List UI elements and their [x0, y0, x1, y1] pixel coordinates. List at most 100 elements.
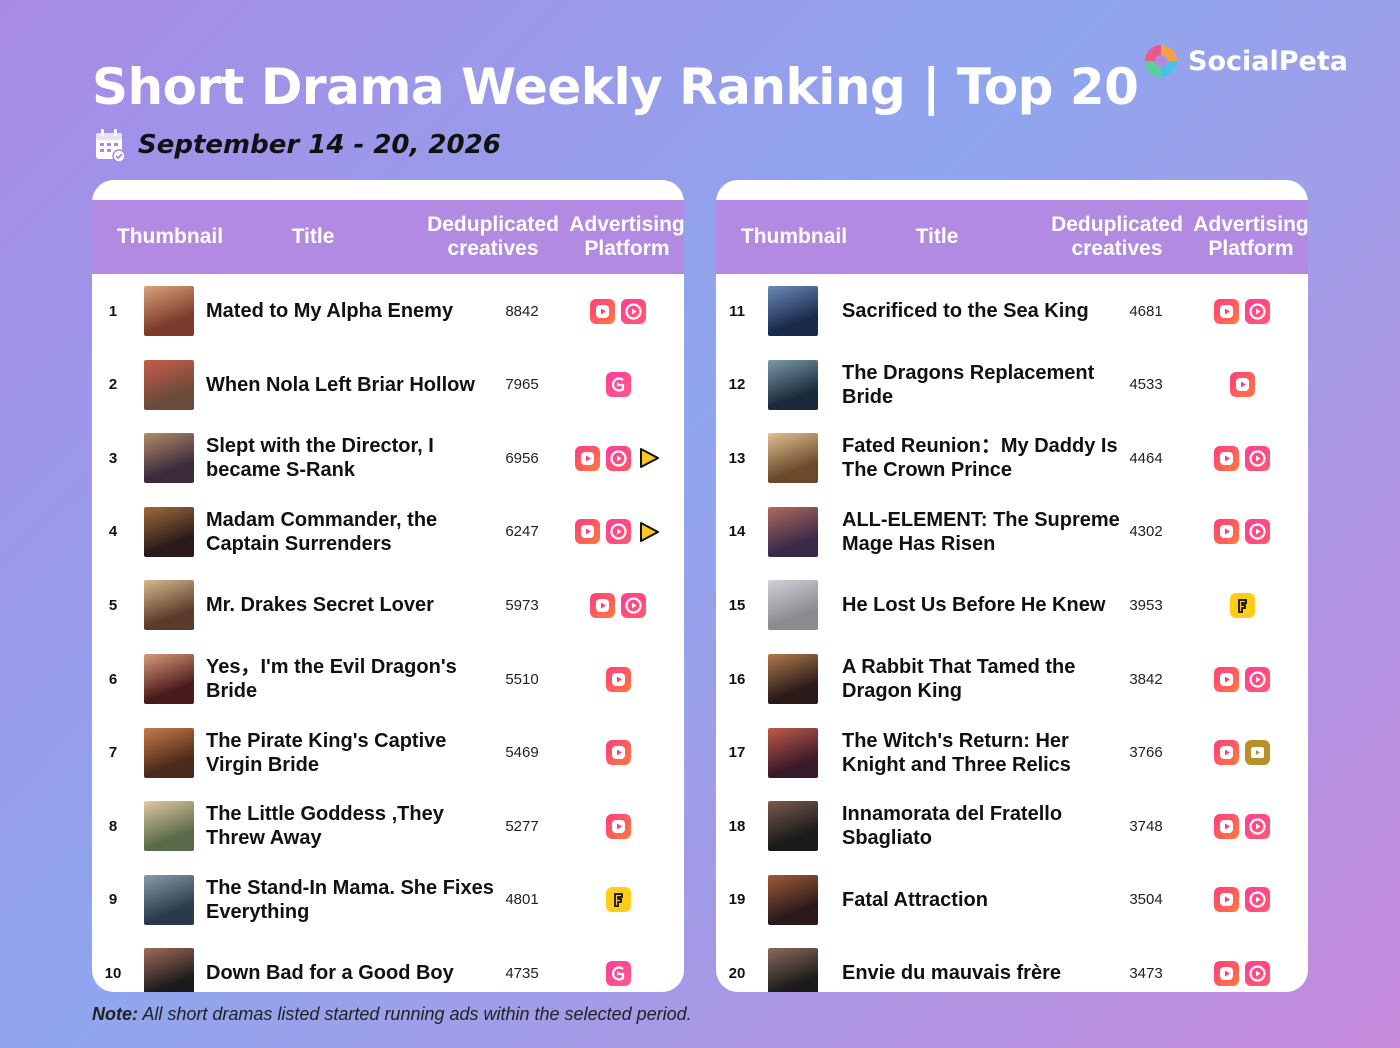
creative-count: 4735	[505, 964, 539, 982]
rank-number: 2	[108, 376, 118, 394]
circle-platform-icon	[605, 519, 631, 545]
drama-thumbnail	[768, 286, 818, 336]
date-range: September 14 - 20, 2026	[94, 128, 501, 162]
drama-thumbnail	[768, 433, 818, 484]
table-row: 9 The Stand-In Mama. She Fixes Everything…	[92, 863, 684, 937]
play-platform-icon	[605, 740, 631, 766]
platform-icons	[1184, 568, 1300, 642]
platform-icons	[560, 348, 676, 422]
calendar-icon	[96, 129, 126, 162]
drama-title: Down Bad for a Good Boy	[206, 962, 454, 985]
note-text: All short dramas listed started running …	[142, 1004, 692, 1024]
creative-count: 3748	[1129, 817, 1163, 835]
rank-number: 4	[108, 523, 118, 541]
platform-icons	[1184, 348, 1300, 422]
table-row: 17 The Witch's Return: Her Knight and Thr…	[716, 716, 1308, 790]
rank-number: 7	[108, 744, 118, 762]
table-row: 3 Slept with the Director, I became S-Ran…	[92, 421, 684, 495]
play-platform-icon	[574, 445, 600, 471]
footnote: Note: All short dramas listed started ru…	[92, 1004, 692, 1025]
platform-icons	[1184, 936, 1300, 992]
col-advertising-platform: Advertising Platform	[1193, 213, 1308, 260]
col-deduplicated-creatives: Deduplicated creatives	[427, 213, 559, 260]
table-header: Thumbnail Title Deduplicated creatives Ad…	[716, 200, 1308, 274]
circle-platform-icon	[1245, 813, 1270, 839]
drama-thumbnail	[768, 654, 818, 704]
g-platform-icon	[605, 372, 631, 398]
drama-title: He Lost Us Before He Knew	[842, 594, 1106, 617]
yellow-play-platform-icon	[637, 519, 662, 544]
circle-platform-icon	[621, 298, 646, 324]
platform-icons	[560, 421, 676, 495]
creative-count: 5469	[505, 744, 539, 762]
platform-icons	[560, 863, 676, 937]
col-advertising-platform: Advertising Platform	[569, 213, 684, 260]
drama-title: The Witch's Return: Her Knight and Three…	[842, 729, 1071, 776]
table-row: 10 Down Bad for a Good Boy 4735	[92, 936, 684, 992]
play-platform-icon	[1214, 960, 1239, 986]
rank-number: 19	[728, 891, 746, 909]
play-platform-icon	[605, 666, 631, 692]
drama-title: Mated to My Alpha Enemy	[206, 300, 454, 322]
drama-thumbnail	[768, 580, 818, 631]
rank-number: 6	[108, 670, 118, 688]
drama-thumbnail	[768, 727, 818, 778]
play-platform-icon	[1214, 813, 1239, 839]
play-platform-icon	[590, 298, 615, 324]
rank-number: 13	[728, 449, 746, 467]
creative-count: 3766	[1129, 744, 1163, 762]
col-title: Title	[291, 225, 335, 248]
platform-icons	[1184, 495, 1300, 569]
rank-number: 15	[728, 596, 746, 614]
drama-title: ALL-ELEMENT: The Supreme Mage Has Risen	[842, 508, 1120, 555]
rank-number: 20	[728, 964, 746, 982]
date-text: September 14 - 20, 2026	[138, 130, 501, 160]
table-row: 20 Envie du mauvais frère 3473	[716, 936, 1308, 992]
platform-icons	[560, 495, 676, 569]
creative-count: 3842	[1129, 670, 1163, 688]
drama-thumbnail	[144, 359, 194, 410]
yellow-play-platform-icon	[637, 446, 662, 471]
drama-thumbnail	[144, 433, 194, 484]
drama-title: When Nola Left Briar Hollow	[206, 373, 475, 396]
drama-title: The Little Goddess ,They Threw Away	[206, 803, 444, 850]
play-platform-icon	[1214, 740, 1239, 766]
creative-count: 3473	[1129, 964, 1163, 982]
creative-count: 3504	[1129, 891, 1163, 909]
platform-icons	[1184, 274, 1300, 348]
platform-icons	[1184, 789, 1300, 863]
platform-icons	[560, 568, 676, 642]
drama-title: Envie du mauvais frère	[842, 962, 1061, 985]
drama-title: Mr. Drakes Secret Lover	[206, 594, 434, 617]
circle-platform-icon	[1245, 666, 1270, 692]
play-platform-icon	[1214, 445, 1239, 471]
col-deduplicated-creatives: Deduplicated creatives	[1051, 213, 1183, 260]
platform-icons	[560, 789, 676, 863]
table-row: 6 Yes，I'm the Evil Dragon's Bride 5510	[92, 642, 684, 716]
creative-count: 4302	[1129, 523, 1163, 541]
table-row: 12 The Dragons Replacement Bride 4533	[716, 348, 1308, 422]
circle-platform-icon	[621, 592, 646, 618]
col-thumbnail: Thumbnail	[740, 225, 848, 248]
creative-count: 3953	[1129, 596, 1163, 614]
circle-platform-icon	[1245, 887, 1270, 913]
creative-count: 4464	[1129, 449, 1163, 467]
rank-number: 18	[728, 817, 746, 835]
table-row: 16 A Rabbit That Tamed the Dragon King 384…	[716, 642, 1308, 716]
platform-icons	[1184, 421, 1300, 495]
drama-thumbnail	[768, 874, 818, 925]
platform-icons	[560, 274, 676, 348]
drama-thumbnail	[768, 506, 818, 557]
table-header: Thumbnail Title Deduplicated creatives Ad…	[92, 200, 684, 274]
drama-thumbnail	[144, 580, 194, 631]
drama-thumbnail	[144, 874, 194, 925]
drama-title: Sacrificed to the Sea King	[842, 300, 1089, 322]
col-thumbnail: Thumbnail	[116, 225, 224, 248]
rank-number: 10	[104, 964, 122, 982]
creative-count: 5510	[505, 670, 539, 688]
platform-icons	[560, 936, 676, 992]
play-platform-icon	[1214, 519, 1239, 545]
table-row: 19 Fatal Attraction 3504	[716, 863, 1308, 937]
creative-count: 5277	[505, 817, 539, 835]
rank-number: 3	[108, 449, 118, 467]
